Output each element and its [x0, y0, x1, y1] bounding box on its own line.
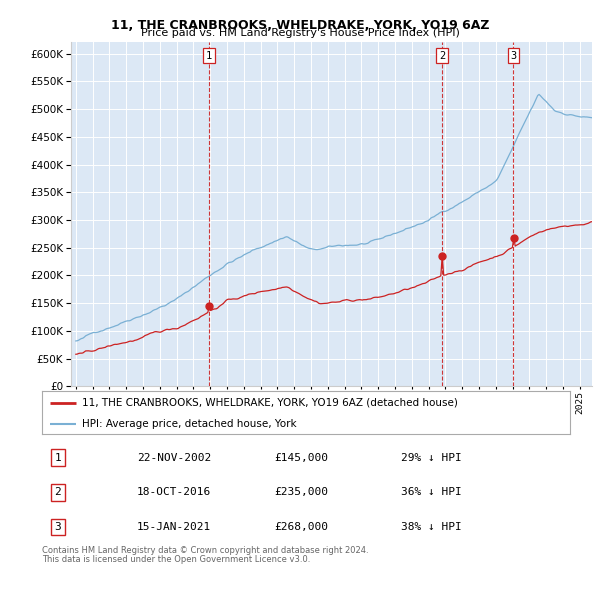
Text: 1: 1: [206, 51, 212, 61]
Text: This data is licensed under the Open Government Licence v3.0.: This data is licensed under the Open Gov…: [42, 555, 310, 563]
Text: 3: 3: [55, 522, 61, 532]
Text: 38% ↓ HPI: 38% ↓ HPI: [401, 522, 462, 532]
Text: £145,000: £145,000: [274, 453, 328, 463]
Text: 36% ↓ HPI: 36% ↓ HPI: [401, 487, 462, 497]
Text: 11, THE CRANBROOKS, WHELDRAKE, YORK, YO19 6AZ (detached house): 11, THE CRANBROOKS, WHELDRAKE, YORK, YO1…: [82, 398, 457, 408]
Text: Contains HM Land Registry data © Crown copyright and database right 2024.: Contains HM Land Registry data © Crown c…: [42, 546, 368, 555]
Text: 1: 1: [55, 453, 61, 463]
Text: £268,000: £268,000: [274, 522, 328, 532]
Text: 22-NOV-2002: 22-NOV-2002: [137, 453, 211, 463]
Text: HPI: Average price, detached house, York: HPI: Average price, detached house, York: [82, 419, 296, 430]
Text: 11, THE CRANBROOKS, WHELDRAKE, YORK, YO19 6AZ: 11, THE CRANBROOKS, WHELDRAKE, YORK, YO1…: [111, 19, 489, 32]
Text: £235,000: £235,000: [274, 487, 328, 497]
Text: 15-JAN-2021: 15-JAN-2021: [137, 522, 211, 532]
Text: Price paid vs. HM Land Registry's House Price Index (HPI): Price paid vs. HM Land Registry's House …: [140, 28, 460, 38]
Text: 29% ↓ HPI: 29% ↓ HPI: [401, 453, 462, 463]
Text: 2: 2: [439, 51, 445, 61]
Text: 18-OCT-2016: 18-OCT-2016: [137, 487, 211, 497]
Text: 2: 2: [55, 487, 61, 497]
Text: 3: 3: [511, 51, 517, 61]
